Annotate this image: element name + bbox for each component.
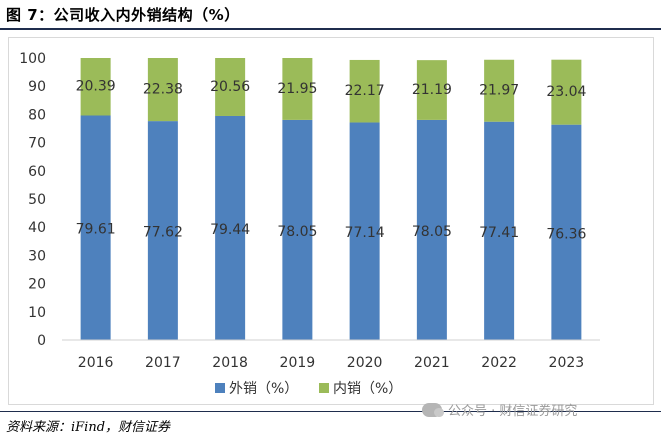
y-tick-label: 30: [28, 248, 46, 264]
bar-segment-domestic: [147, 58, 178, 122]
bar-segment-export: [215, 115, 246, 340]
bar-segment-export: [484, 121, 515, 340]
watermark: 公众号 · 财信证券研究: [422, 400, 577, 419]
y-tick-label: 50: [28, 192, 46, 208]
x-tick-label: 2018: [212, 355, 248, 371]
data-label: 21.95: [277, 81, 317, 97]
bar-segment-export: [80, 115, 111, 340]
y-tick-label: 0: [37, 333, 46, 349]
data-label: 20.56: [210, 79, 250, 95]
bar-segment-domestic: [551, 59, 582, 125]
bar-segment-domestic: [416, 60, 447, 120]
x-axis: 2016 2017 2018 2019 2020 2021 2022 2023: [62, 339, 600, 371]
bar-segment-export: [349, 122, 380, 340]
data-label: 77.41: [479, 225, 519, 241]
legend-swatch-domestic: [319, 383, 329, 393]
x-tick-label: 2023: [549, 355, 585, 371]
source-note: 资料来源：iFind，财信证券: [6, 420, 171, 435]
bar-segment-export: [147, 121, 178, 340]
watermark-text: 公众号 · 财信证券研究: [448, 404, 578, 419]
y-tick-label: 90: [28, 79, 46, 95]
data-label: 77.62: [143, 225, 183, 241]
data-label: 77.14: [345, 225, 385, 241]
legend-swatch-export: [215, 383, 225, 393]
data-label: 20.39: [76, 79, 116, 95]
bar-segment-export: [282, 119, 313, 340]
bar-segment-domestic: [282, 58, 313, 120]
data-label: 22.17: [345, 83, 385, 99]
x-tick-label: 2020: [347, 355, 383, 371]
legend: 外销（%） 内销（%）: [215, 381, 402, 397]
bar-segment-domestic: [215, 58, 246, 116]
wechat-icon: [422, 403, 444, 417]
data-label: 22.38: [143, 82, 183, 98]
bar-segment-export: [551, 124, 582, 341]
x-tick-label: 2021: [414, 355, 450, 371]
x-tick-label: 2019: [280, 355, 316, 371]
data-label: 79.44: [210, 222, 250, 238]
data-label: 23.04: [546, 84, 586, 100]
title-rule: [0, 28, 661, 30]
x-tick-label: 2022: [481, 355, 517, 371]
legend-label: 内销（%）: [333, 381, 402, 397]
y-axis: 0 10 20 30 40 50 60 70 80 90 100: [19, 51, 46, 349]
legend-label: 外销（%）: [229, 381, 298, 397]
y-tick-label: 80: [28, 107, 46, 123]
bar-segment-domestic: [484, 59, 515, 122]
bar-segment-domestic: [349, 59, 380, 123]
y-tick-label: 100: [19, 51, 46, 67]
data-label: 79.61: [76, 222, 116, 238]
y-tick-label: 70: [28, 136, 46, 152]
data-label: 78.05: [277, 224, 317, 240]
x-tick-label: 2016: [78, 355, 114, 371]
figure-title: 图 7：公司收入内外销结构（%）: [6, 6, 240, 24]
bars: 79.61 20.39 77.62 22.38 79.44 20.56 78.05 21.95…: [76, 58, 587, 341]
y-tick-label: 60: [28, 164, 46, 180]
y-tick-label: 40: [28, 220, 46, 236]
y-tick-label: 10: [28, 305, 46, 321]
x-tick-label: 2017: [145, 355, 181, 371]
y-tick-label: 20: [28, 277, 46, 293]
bar-segment-domestic: [80, 58, 111, 116]
source-rule: [0, 411, 661, 412]
data-label: 21.97: [479, 83, 519, 99]
plot-frame: [8, 37, 654, 405]
data-label: 78.05: [412, 224, 452, 240]
bar-segment-export: [416, 119, 447, 340]
data-label: 76.36: [546, 226, 586, 242]
data-label: 21.19: [412, 82, 452, 98]
